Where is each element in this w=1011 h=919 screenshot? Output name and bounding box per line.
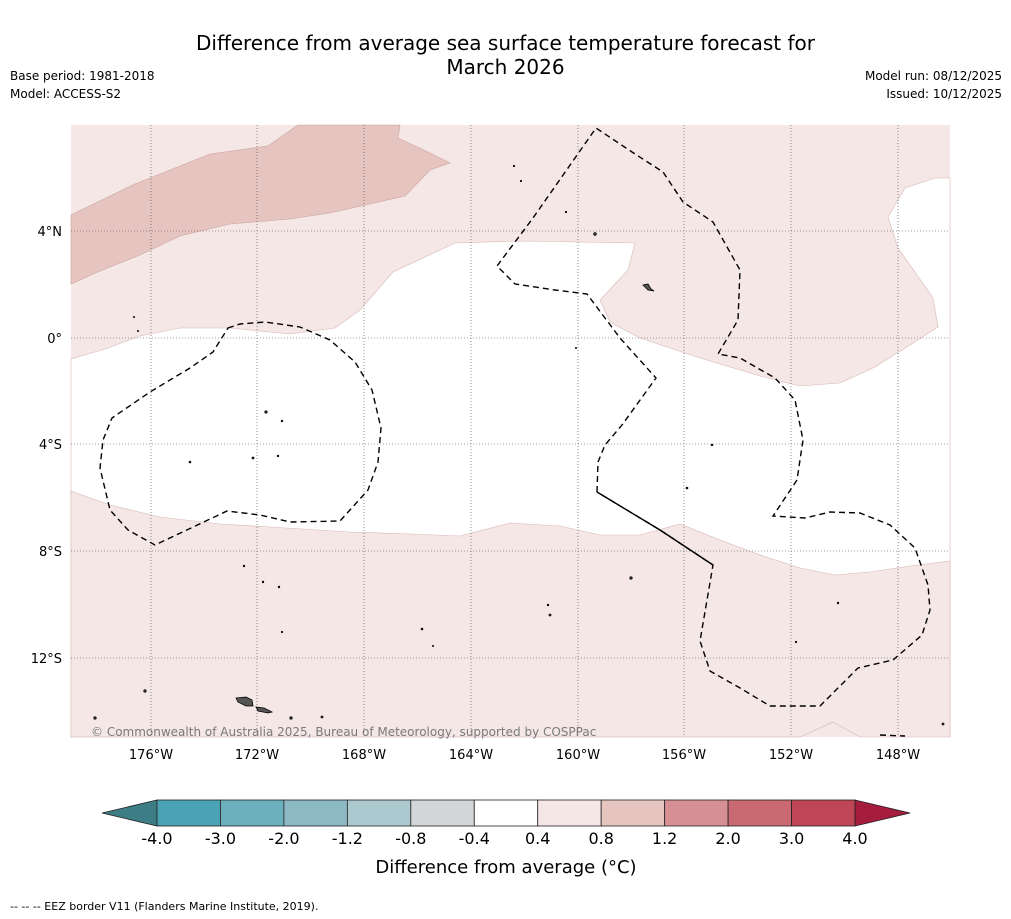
sst-anomaly-map: © Commonwealth of Australia 2025, Bureau… — [31, 124, 951, 878]
map-title-line2: March 2026 — [446, 55, 565, 79]
island-dot — [593, 232, 597, 236]
lon-label: 168°W — [342, 748, 386, 763]
base-period-text: Base period: 1981-2018 — [10, 69, 155, 83]
eez-footnote: -- -- -- EEZ border V11 (Flanders Marine… — [10, 900, 319, 913]
map-title: Difference from average sea surface temp… — [0, 31, 1011, 79]
lat-label: 4°N — [38, 225, 63, 240]
colorbar-tick-label: -2.0 — [268, 829, 299, 848]
island-dot — [836, 601, 840, 605]
maritime-boundary-solid — [596, 491, 714, 566]
island-dot — [431, 645, 434, 648]
island-dot — [264, 410, 268, 414]
island-dot — [289, 716, 293, 720]
island-dot — [548, 613, 552, 617]
colorbar-tick-label: -4.0 — [141, 829, 172, 848]
island-savaii — [235, 696, 254, 707]
island-dot — [280, 419, 284, 423]
island-dot — [132, 315, 135, 318]
island-dot — [261, 580, 265, 584]
colorbar-segment — [600, 799, 666, 827]
eez-border-phoenix-line — [496, 127, 931, 707]
island-dot — [280, 630, 284, 634]
lon-label: 152°W — [769, 748, 813, 763]
copyright-text: © Commonwealth of Australia 2025, Bureau… — [91, 725, 596, 739]
model-text: Model: ACCESS-S2 — [10, 87, 122, 101]
colorbar-tick-labels: -4.0 -3.0 -2.0 -1.2 -0.8 -0.4 0.4 0.8 1.2 2.0 3.0 4… — [141, 829, 867, 848]
island-dot — [188, 460, 192, 464]
island-dot — [276, 454, 280, 458]
lat-label: 12°S — [31, 652, 62, 667]
colorbar-tick-label: -0.4 — [459, 829, 490, 848]
island-dot — [794, 640, 798, 644]
colorbar-tick-label: 3.0 — [779, 829, 804, 848]
lon-label: 172°W — [235, 748, 279, 763]
colorbar-segment — [537, 799, 602, 827]
island-dot — [143, 689, 147, 693]
island-dot — [564, 210, 568, 214]
colorbar-extend-low — [101, 799, 158, 827]
map-title-line1: Difference from average sea surface temp… — [195, 31, 815, 55]
island-dot — [575, 346, 578, 349]
colorbar-segment — [410, 799, 475, 827]
colorbar-segment — [283, 799, 348, 827]
island-dot — [512, 164, 516, 168]
graticule — [71, 125, 950, 737]
island-dot — [710, 443, 714, 447]
colorbar-segment — [156, 799, 221, 827]
lon-label: 156°W — [662, 748, 706, 763]
metadata-right: Model run: 08/12/2025 Issued: 10/12/2025 — [865, 67, 1002, 103]
lon-label: 176°W — [129, 748, 173, 763]
colorbar-segment — [727, 799, 792, 827]
colorbar-tick-label: -1.2 — [332, 829, 363, 848]
island-dot — [136, 329, 139, 332]
lat-label: 0° — [47, 332, 62, 347]
island-dot — [685, 486, 689, 490]
colorbar-tick-label: -3.0 — [205, 829, 236, 848]
island-dot — [320, 715, 324, 719]
colorbar-tick-label: 0.8 — [588, 829, 613, 848]
anomaly-region-0.4-0.8-south — [70, 490, 951, 738]
colorbar: -4.0 -3.0 -2.0 -1.2 -0.8 -0.4 0.4 0.8 1.2 2.0 3.0 4… — [101, 799, 911, 878]
colorbar-segment — [346, 799, 412, 827]
lat-label: 8°S — [39, 545, 62, 560]
lat-axis-labels: 4°N 0° 4°S 8°S 12°S — [31, 225, 62, 667]
island-dot — [277, 585, 281, 589]
lon-label: 148°W — [876, 748, 920, 763]
lon-label: 164°W — [449, 748, 493, 763]
lat-label: 4°S — [39, 438, 62, 453]
lon-axis-labels: 176°W 172°W 168°W 164°W 160°W 156°W 152°… — [129, 748, 920, 763]
colorbar-segment — [473, 799, 539, 827]
colorbar-segment — [791, 799, 856, 827]
island-kiritimati — [642, 283, 655, 292]
island-upolu — [255, 706, 274, 714]
colorbar-tick-label: 2.0 — [715, 829, 740, 848]
colorbar-extend-high — [854, 799, 911, 827]
anomaly-region-0.8-1.2 — [70, 124, 451, 285]
island-dot — [629, 576, 633, 580]
colorbar-tick-label: 4.0 — [842, 829, 867, 848]
colorbar-tick-label: -0.8 — [395, 829, 426, 848]
island-dot — [93, 716, 97, 720]
eez-borders — [99, 127, 931, 737]
colorbar-title: Difference from average (°C) — [375, 857, 636, 878]
eez-border-tokelau-samoa — [99, 321, 382, 546]
map-plot-area: © Commonwealth of Australia 2025, Bureau… — [70, 124, 951, 739]
metadata-left: Base period: 1981-2018 Model: ACCESS-S2 — [10, 67, 155, 103]
eez-border-bottom-right — [879, 734, 906, 737]
island-dot — [420, 627, 424, 631]
colorbar-tick-label: 0.4 — [525, 829, 550, 848]
colorbar-segment — [664, 799, 729, 827]
island-dot — [941, 722, 945, 726]
lon-label: 160°W — [556, 748, 600, 763]
island-dot — [519, 179, 523, 183]
island-dot — [251, 456, 255, 460]
island-dot — [242, 564, 246, 568]
colorbar-segment — [220, 799, 285, 827]
model-run-text: Model run: 08/12/2025 — [864, 69, 1002, 83]
issued-text: Issued: 10/12/2025 — [886, 87, 1002, 101]
islands — [93, 164, 945, 726]
colorbar-segments — [156, 799, 856, 827]
colorbar-tick-label: 1.2 — [652, 829, 677, 848]
island-dot — [546, 603, 550, 607]
